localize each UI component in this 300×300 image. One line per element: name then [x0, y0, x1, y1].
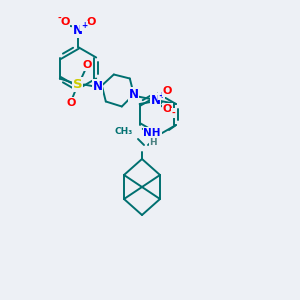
Text: O: O	[163, 104, 172, 114]
Text: N: N	[93, 80, 103, 93]
Text: CH₃: CH₃	[115, 128, 133, 136]
Text: O: O	[60, 17, 70, 27]
Text: O: O	[82, 61, 92, 70]
Text: +: +	[81, 22, 87, 31]
Text: N: N	[151, 94, 160, 106]
Text: N: N	[73, 25, 83, 38]
Text: NH: NH	[143, 128, 161, 138]
Text: O: O	[66, 98, 76, 107]
Text: -: -	[57, 14, 61, 22]
Text: O: O	[86, 17, 96, 27]
Text: -: -	[172, 109, 175, 118]
Text: S: S	[73, 78, 82, 91]
Text: N: N	[129, 88, 139, 101]
Text: +: +	[158, 91, 165, 100]
Text: H: H	[149, 138, 157, 147]
Text: O: O	[163, 86, 172, 96]
